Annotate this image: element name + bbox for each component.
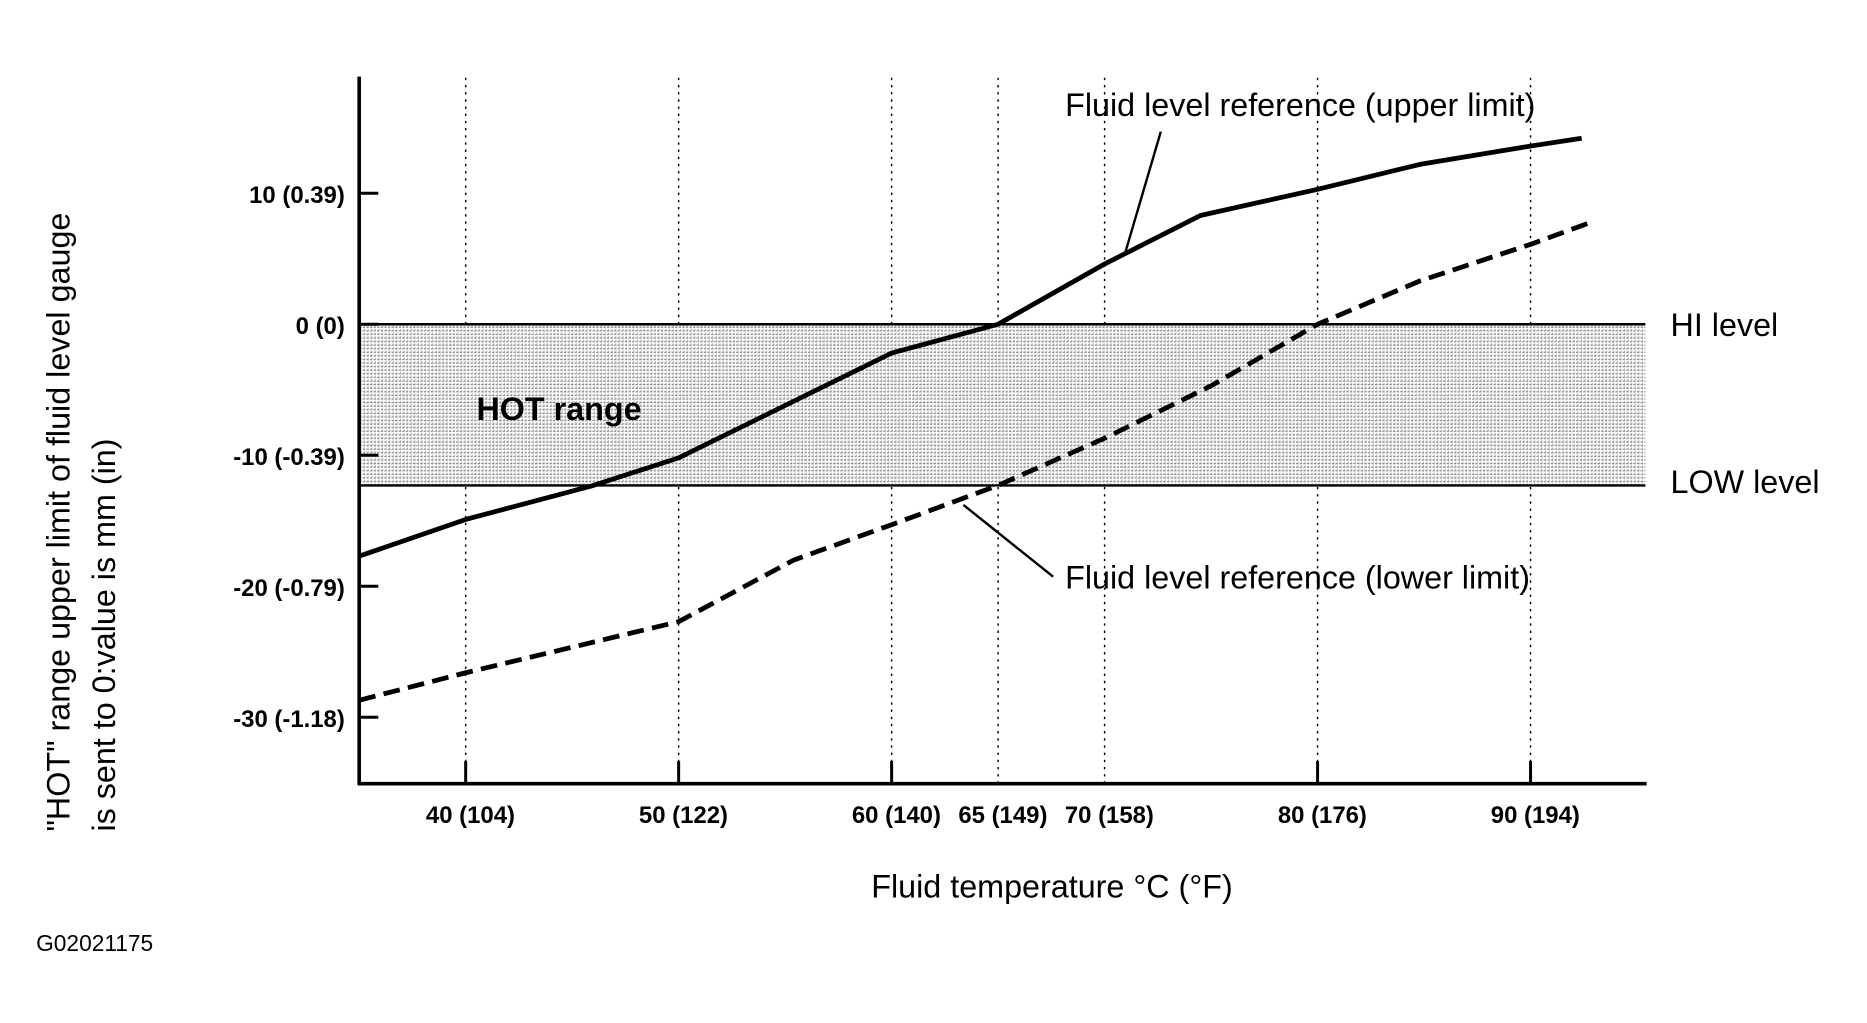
y-tick-label: 10 (0.39) [249, 182, 345, 209]
upper-limit-leader [1123, 131, 1162, 254]
upper-limit-line [358, 135, 1583, 559]
y-axis-title-line2: is sent to 0:value is mm (in) [86, 438, 122, 831]
x-tick-label: 90 (194) [1491, 802, 1580, 829]
figure-id: G02021175 [36, 930, 153, 956]
x-tick-label: 70 (158) [1065, 802, 1154, 829]
x-tick-label: 80 (176) [1278, 802, 1367, 829]
upper-limit-callout: Fluid level reference (upper limit) [1065, 87, 1535, 123]
lower-limit-line [358, 221, 1589, 703]
y-tick-label: -30 (-1.18) [233, 706, 345, 733]
y-tick-label: -10 (-0.39) [233, 444, 345, 471]
low-level-label: LOW level [1671, 464, 1820, 500]
lower-limit-leader [962, 503, 1054, 578]
lower-limit-callout: Fluid level reference (lower limit) [1065, 560, 1530, 596]
y-tick-label: 0 (0) [296, 313, 345, 340]
x-tick-label: 40 (104) [426, 802, 515, 829]
ticks: 40 (104) 50 (122) 60 (140) 65 (149) 70 (158)… [233, 182, 1580, 829]
hot-range-band [359, 324, 1646, 486]
x-tick-label: 65 (149) [958, 802, 1047, 829]
hi-level-label: HI level [1671, 307, 1779, 343]
hot-range-label: HOT range [476, 391, 641, 427]
x-tick-label: 50 (122) [639, 802, 728, 829]
y-axis-title-line1: "HOT" range upper limit of fluid level g… [41, 213, 77, 832]
series-group [358, 135, 1589, 703]
x-axis-title: Fluid temperature °C (°F) [871, 868, 1232, 904]
y-tick-label: -20 (-0.79) [233, 575, 345, 602]
x-tick-label: 60 (140) [852, 802, 941, 829]
